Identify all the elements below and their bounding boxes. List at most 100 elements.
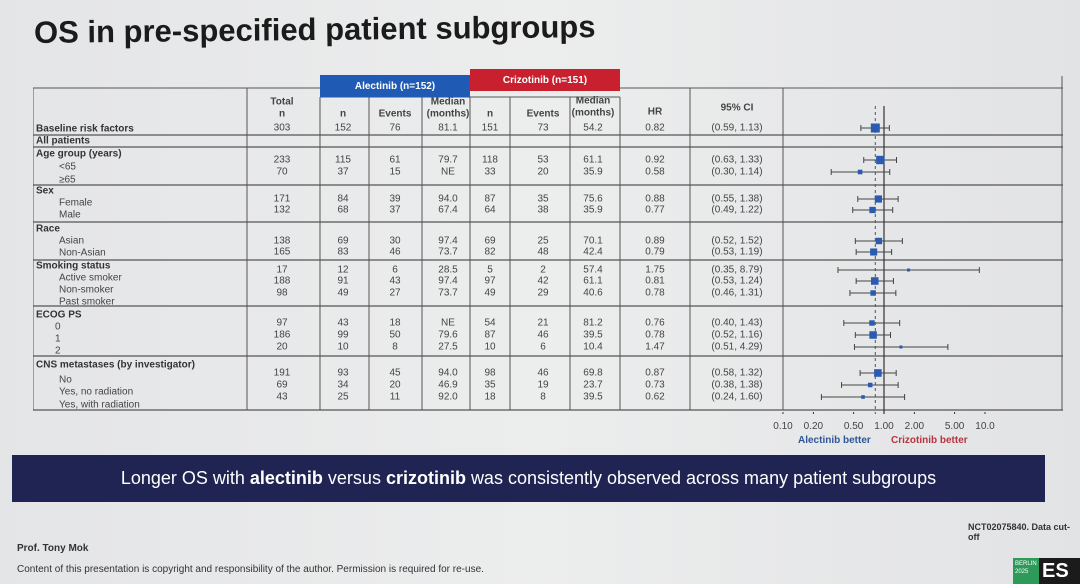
cell-c-median: 69.8: [583, 367, 603, 379]
cell-c-events: 20: [537, 166, 549, 178]
cell-c-n: 35: [484, 379, 496, 391]
cell-a-n: 10: [337, 341, 349, 353]
cell-a-median: 94.0: [438, 193, 458, 205]
cell-ci-text: (0.49, 1.22): [711, 204, 763, 216]
cell-a-median: 79.7: [438, 154, 458, 166]
cell-total: 186: [273, 329, 291, 341]
cell-c-events: 46: [537, 367, 549, 379]
subgroup-label: 1: [55, 333, 61, 345]
cell-c-n: 82: [484, 246, 496, 258]
cell-c-median: 23.7: [583, 379, 603, 391]
cell-a-events: 37: [389, 204, 401, 216]
cell-ci-text: (0.58, 1.32): [711, 367, 763, 379]
cell-ci-text: (0.59, 1.13): [711, 122, 763, 134]
x-tick-label: 1.00: [874, 421, 894, 432]
cell-a-events: 8: [392, 341, 398, 353]
alectinib-months-header: (months): [426, 108, 470, 120]
cell-a-events: 6: [392, 264, 398, 276]
cell-a-n: 84: [337, 193, 349, 205]
crizotinib-arm-header: Crizotinib (n=151): [470, 69, 620, 91]
cell-c-median: 10.4: [583, 341, 603, 353]
cell-hr-text: 0.92: [645, 154, 665, 166]
cell-a-n: 68: [337, 204, 349, 216]
cell-c-n: 33: [484, 166, 496, 178]
banner-text-2: versus: [327, 468, 381, 488]
alectinib-events-header: Events: [378, 108, 412, 120]
subgroup-label: Male: [59, 209, 81, 221]
cell-c-median: 61.1: [583, 154, 603, 166]
hr-marker: [869, 331, 877, 339]
cell-ci-text: (0.53, 1.19): [711, 246, 763, 258]
cell-c-median: 54.2: [583, 122, 603, 134]
cell-total: 70: [276, 166, 288, 178]
cell-a-events: 46: [389, 246, 401, 258]
hr-marker: [870, 123, 880, 133]
cell-c-median: 35.9: [583, 204, 603, 216]
cell-total: 132: [273, 204, 291, 216]
alectinib-arm-header: Alectinib (n=152): [320, 75, 470, 97]
conclusion-banner: Longer OS with alectinib versus crizotin…: [12, 455, 1045, 502]
logo-text: ES: [1039, 558, 1080, 584]
cell-total: 171: [273, 193, 291, 205]
cell-hr-text: 0.78: [645, 287, 665, 299]
cell-total: 69: [276, 379, 288, 391]
cell-c-n: 49: [484, 287, 496, 299]
cell-a-n: 25: [337, 391, 349, 403]
cell-c-events: 25: [537, 235, 549, 247]
hr-marker: [870, 277, 879, 285]
cell-a-n: 152: [334, 122, 352, 134]
cell-hr-text: 0.88: [645, 193, 665, 205]
cell-c-n: 97: [484, 275, 496, 287]
cell-total: 138: [273, 235, 291, 247]
subgroup-label: No: [59, 374, 72, 386]
subgroup-heading: Smoking status: [36, 260, 111, 272]
cell-total: 17: [276, 264, 288, 276]
cell-hr-text: 0.81: [645, 275, 665, 287]
hr-marker: [870, 248, 878, 256]
banner-text-3: was consistently observed across many pa…: [470, 468, 937, 488]
cell-ci-text: (0.35, 8.79): [711, 264, 763, 276]
cell-a-events: 76: [389, 122, 401, 134]
cell-a-events: 45: [389, 367, 401, 379]
banner-alectinib: alectinib: [249, 468, 323, 488]
cell-c-events: 48: [537, 246, 549, 258]
cell-a-median: 92.0: [438, 391, 458, 403]
cell-ci-text: (0.24, 1.60): [711, 391, 763, 403]
cell-a-median: NE: [441, 166, 455, 178]
cell-c-events: 38: [537, 204, 549, 216]
trial-id: NCT02075840. Data cut-off: [968, 522, 1071, 542]
cell-total: 233: [273, 154, 291, 166]
cell-ci-text: (0.30, 1.14): [711, 166, 763, 178]
cell-c-events: 2: [540, 264, 546, 276]
cell-a-median: 81.1: [438, 122, 458, 134]
subgroup-heading: Sex: [36, 185, 54, 197]
cell-hr-text: 0.89: [645, 235, 665, 247]
subgroup-label: Non-Asian: [59, 247, 106, 259]
cell-hr-text: 0.58: [645, 166, 665, 178]
cell-ci-text: (0.46, 1.31): [711, 287, 763, 299]
cell-c-median: 81.2: [583, 317, 603, 329]
cell-c-n: 118: [482, 154, 498, 166]
copyright-notice: Content of this presentation is copyrigh…: [17, 564, 484, 575]
cell-hr-text: 1.75: [645, 264, 665, 276]
cell-total: 303: [273, 122, 291, 134]
subgroup-label: Yes, with radiation: [59, 399, 140, 411]
hr-marker: [861, 395, 865, 399]
cell-hr-text: 0.82: [645, 122, 665, 134]
subgroup-label: Non-smoker: [59, 284, 114, 296]
baseline-header: Baseline risk factors: [36, 123, 134, 135]
subgroup-heading: All patients: [36, 135, 90, 147]
subgroup-label: Asian: [59, 235, 85, 247]
cell-hr-text: 0.77: [645, 204, 665, 216]
cell-c-events: 21: [537, 317, 549, 329]
cell-c-events: 42: [537, 275, 549, 287]
cell-ci-text: (0.55, 1.38): [711, 193, 763, 205]
cell-a-n: 99: [337, 329, 349, 341]
cell-total: 191: [273, 367, 291, 379]
cell-a-median: 67.4: [438, 204, 458, 216]
cell-a-n: 69: [337, 235, 349, 247]
cell-total: 165: [273, 246, 291, 258]
hr-marker: [874, 195, 882, 203]
hr-marker: [857, 169, 863, 175]
hr-marker: [899, 345, 903, 349]
